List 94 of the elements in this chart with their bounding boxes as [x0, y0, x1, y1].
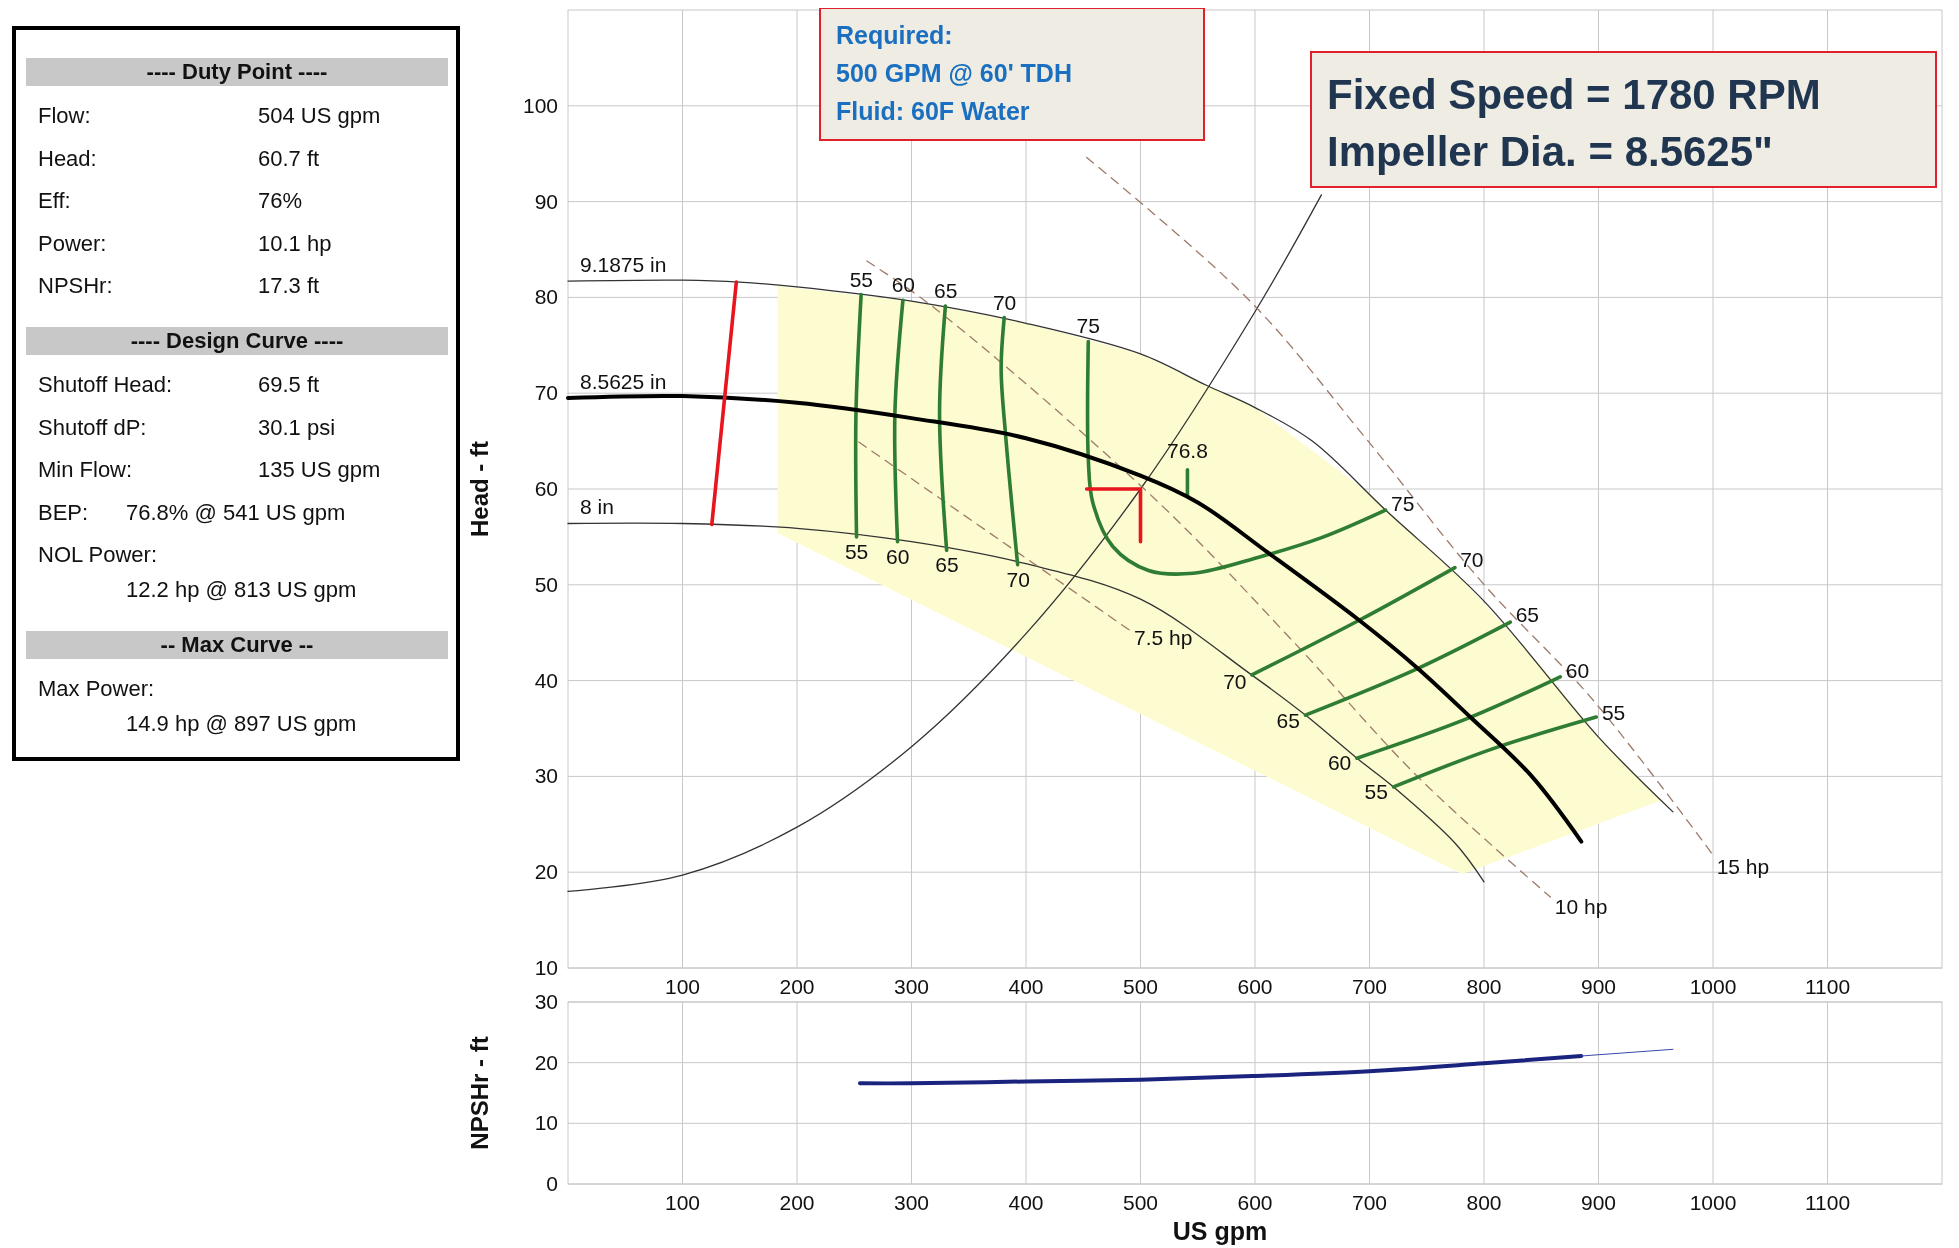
series-label: 10 hp — [1554, 895, 1608, 919]
x-tick-label: 700 — [1351, 975, 1388, 998]
y-tick-label: 0 — [546, 1172, 558, 1195]
text: 65 — [934, 279, 958, 303]
x-tick-label: 800 — [1466, 1191, 1502, 1214]
y-axis-title: NPSHr - ft — [466, 1036, 493, 1150]
x-tick-label: 100 — [664, 1191, 701, 1214]
x-tick-label: 400 — [1008, 975, 1044, 998]
text: 504 US gpm — [258, 103, 381, 128]
annotation: Fixed Speed = 1780 RPM Impeller Dia. = 8.5625" — [1327, 71, 1821, 175]
text: 12.2 hp @ 813 US gpm — [126, 577, 357, 602]
text: NOL Power: — [38, 542, 158, 567]
y-tick-label: 20 — [534, 860, 558, 884]
annotation: Required: 500 GPM @ 60' TDH Fluid: 60F Water — [836, 21, 1072, 125]
text: 69.5 ft — [258, 372, 320, 397]
y-tick-label: 100 — [522, 93, 558, 117]
y-tick-label: 20 — [534, 1050, 558, 1074]
x-tick-label: 1000 — [1689, 975, 1737, 998]
x-tick-label: 500 — [1122, 975, 1159, 998]
series-label: 9.1875 in — [580, 253, 667, 277]
text: 70 — [992, 290, 1017, 314]
x-tick-label: 400 — [1008, 1191, 1044, 1214]
text: 70 — [1223, 669, 1247, 693]
text: Shutoff Head: — [38, 372, 173, 397]
text: 60 — [1565, 658, 1590, 682]
x-tick-label: 1100 — [1804, 1191, 1851, 1214]
line-series — [857, 1053, 1584, 1086]
series-label: 55 — [1364, 780, 1388, 804]
x-tick-label: 500 — [1122, 1191, 1159, 1214]
y-axis-title: Head - ft — [466, 440, 493, 537]
text: 135 US gpm — [258, 457, 381, 482]
text: ---- Duty Point ---- — [146, 59, 328, 84]
text: Shutoff dP: — [38, 414, 147, 440]
line-series — [1085, 339, 1388, 577]
text: 76% — [258, 188, 303, 213]
text: NPSHr: — [38, 273, 113, 298]
series-label: 70 — [1460, 548, 1484, 572]
text: BEP: — [38, 499, 89, 525]
y-tick-label: 80 — [534, 285, 558, 309]
text: 60 — [885, 544, 910, 568]
line-series — [999, 315, 1020, 567]
text: 55 — [1601, 700, 1626, 724]
series-label: 65 — [1515, 603, 1540, 627]
y-tick-label: 60 — [534, 477, 558, 500]
x-tick-label: 600 — [1237, 975, 1273, 998]
x-tick-label: 200 — [779, 975, 815, 998]
x-tick-label: 900 — [1580, 975, 1617, 998]
series-label: 75 — [1391, 492, 1415, 516]
x-axis-title: US gpm — [1172, 1217, 1268, 1245]
text: Eff: — [38, 188, 71, 213]
text: 10.1 hp — [258, 230, 332, 256]
text: Power: — [38, 230, 107, 256]
text: 65 — [1276, 708, 1300, 732]
y-tick-label: 40 — [534, 668, 558, 692]
y-tick-label: 70 — [534, 381, 558, 405]
y-tick-label: 10 — [534, 1111, 558, 1135]
y-tick-label: 50 — [534, 572, 558, 596]
text: Min Flow: — [38, 457, 133, 482]
text: Flow: — [38, 103, 91, 128]
annotation: 76.8 — [1167, 438, 1208, 462]
x-tick-label: 1000 — [1689, 1191, 1737, 1214]
x-tick-label: 900 — [1580, 1191, 1617, 1214]
text: 60.7 ft — [258, 145, 320, 171]
series-label: 15 hp — [1716, 854, 1770, 878]
text: 30.1 psi — [258, 414, 336, 440]
x-tick-label: 100 — [664, 975, 701, 998]
x-tick-label: 300 — [893, 1191, 930, 1214]
text: 76.8% @ 541 US gpm — [126, 499, 346, 525]
series-label: 8 in — [580, 495, 614, 519]
y-tick-label: 10 — [534, 956, 558, 979]
y-tick-label: 90 — [534, 189, 558, 213]
series-label: 70 — [1006, 567, 1030, 591]
x-tick-label: 300 — [893, 975, 930, 998]
y-tick-label: 30 — [534, 764, 558, 788]
x-tick-label: 700 — [1351, 1191, 1388, 1214]
x-tick-label: 600 — [1237, 1191, 1273, 1214]
series-label: 60 — [1327, 751, 1352, 775]
x-tick-label: 800 — [1466, 975, 1502, 998]
text: 75 — [1076, 314, 1100, 338]
series-label: 55 — [844, 539, 869, 563]
text: 55 — [849, 267, 874, 291]
y-tick-label: 30 — [534, 990, 558, 1013]
x-tick-label: 200 — [779, 1191, 815, 1214]
text: -- Max Curve -- — [160, 632, 314, 657]
text: ---- Design Curve ---- — [130, 328, 344, 353]
series-label: 7.5 hp — [1133, 626, 1193, 650]
series-label: 65 — [935, 553, 959, 577]
text: 17.3 ft — [258, 273, 320, 298]
text: 14.9 hp @ 897 US gpm — [126, 711, 357, 736]
text: Max Power: — [38, 676, 155, 701]
series-label: 60 — [891, 273, 916, 297]
series-label: 8.5625 in — [580, 369, 667, 393]
x-tick-label: 1100 — [1804, 975, 1851, 998]
text: Head: — [38, 145, 97, 171]
